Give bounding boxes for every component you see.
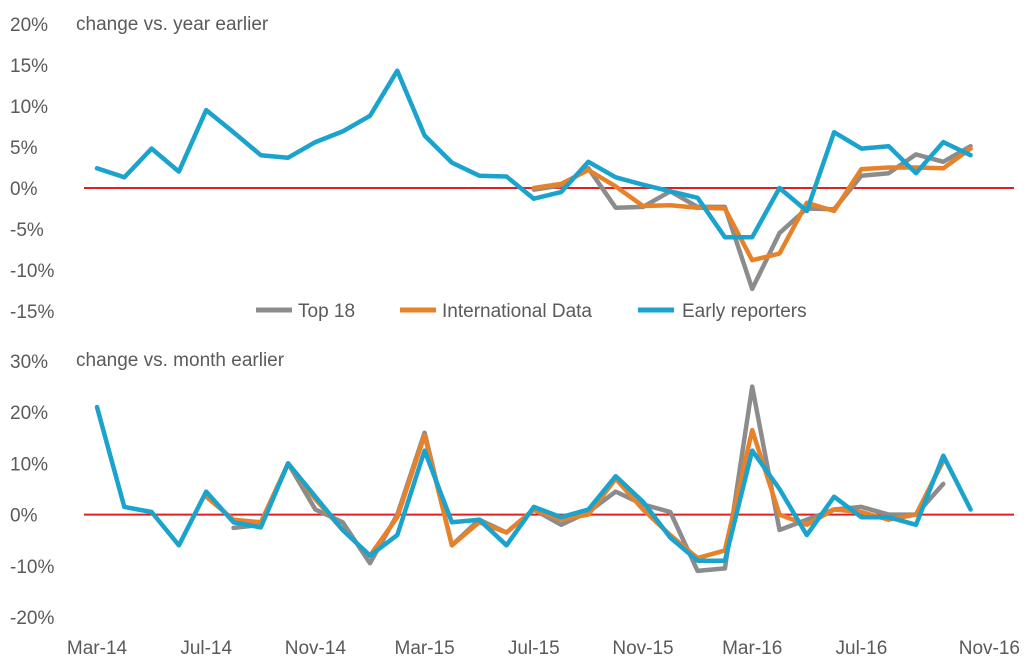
top-y-tick-label: 0% bbox=[10, 179, 38, 200]
bottom-subtitle: change vs. month earlier bbox=[76, 350, 285, 371]
top-y-tick-label: -5% bbox=[10, 220, 44, 241]
x-tick-label: Nov-16 bbox=[959, 638, 1020, 659]
bottom-series-lines bbox=[94, 384, 973, 574]
x-tick-label: Mar-15 bbox=[395, 638, 455, 659]
top-series-lines bbox=[94, 68, 973, 292]
x-tick-label: Jul-16 bbox=[836, 638, 888, 659]
top-y-tick-label: -10% bbox=[10, 261, 54, 282]
top-y-tick-label: 5% bbox=[10, 138, 38, 159]
bottom-y-tick-label: 30% bbox=[10, 352, 48, 373]
x-tick-label: Nov-15 bbox=[612, 638, 673, 659]
top-y-axis-ticks: 20% 15% 10% 5% 0% -5% -10% -15% bbox=[10, 15, 54, 323]
legend-label-top-18: Top 18 bbox=[298, 301, 355, 322]
top-y-tick-label: 15% bbox=[10, 56, 48, 77]
bottom-y-axis-ticks: 30% 20% 10% 0% -10% -20% bbox=[10, 352, 54, 629]
x-tick-label: Mar-14 bbox=[67, 638, 128, 659]
x-tick-label: Jul-14 bbox=[180, 638, 232, 659]
bottom-series-top-18 bbox=[231, 384, 946, 574]
top-y-tick-label: -15% bbox=[10, 302, 54, 323]
bottom-y-tick-label: -10% bbox=[10, 557, 54, 578]
panel-month-over-month: change vs. month earlier 30% 20% 10% 0% -10%… bbox=[10, 350, 1020, 659]
legend-label-international-data: International Data bbox=[442, 301, 592, 322]
x-tick-label: Jul-15 bbox=[508, 638, 560, 659]
top-subtitle: change vs. year earlier bbox=[76, 14, 269, 35]
bottom-series-early-reporters bbox=[94, 404, 973, 563]
top-series-international-data bbox=[531, 146, 973, 263]
top-series-early-reporters bbox=[94, 68, 973, 240]
bottom-y-tick-label: 0% bbox=[10, 506, 38, 527]
panel-year-over-year: change vs. year earlier 20% 15% 10% 5% 0% -5%… bbox=[10, 14, 1014, 323]
x-tick-label: Nov-14 bbox=[285, 638, 347, 659]
legend-label-early-reporters: Early reporters bbox=[682, 301, 807, 322]
bottom-series-international-data bbox=[203, 427, 946, 561]
x-tick-label: Mar-16 bbox=[722, 638, 782, 659]
bottom-y-tick-label: 20% bbox=[10, 403, 48, 424]
legend: Top 18 International Data Early reporter… bbox=[256, 301, 807, 322]
bottom-y-tick-label: -20% bbox=[10, 608, 54, 629]
x-axis-ticks: Mar-14 Jul-14 Nov-14 Mar-15 Jul-15 Nov-15 Mar-… bbox=[67, 638, 1020, 659]
top-y-tick-label: 10% bbox=[10, 97, 48, 118]
top-y-tick-label: 20% bbox=[10, 15, 48, 36]
bottom-y-tick-label: 10% bbox=[10, 454, 48, 475]
